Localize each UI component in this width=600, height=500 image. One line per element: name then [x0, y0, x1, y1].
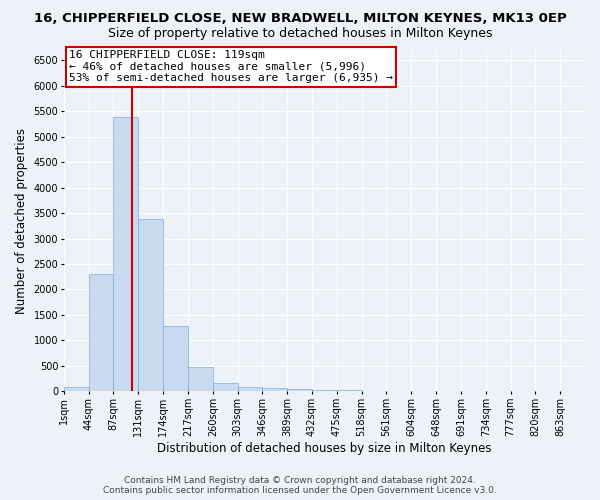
- Text: Contains HM Land Registry data © Crown copyright and database right 2024.
Contai: Contains HM Land Registry data © Crown c…: [103, 476, 497, 495]
- Bar: [287, 389, 312, 392]
- Text: Size of property relative to detached houses in Milton Keynes: Size of property relative to detached ho…: [108, 28, 492, 40]
- Text: 16, CHIPPERFIELD CLOSE, NEW BRADWELL, MILTON KEYNES, MK13 0EP: 16, CHIPPERFIELD CLOSE, NEW BRADWELL, MI…: [34, 12, 566, 26]
- Bar: [163, 326, 188, 392]
- Text: 16 CHIPPERFIELD CLOSE: 119sqm
← 46% of detached houses are smaller (5,996)
53% o: 16 CHIPPERFIELD CLOSE: 119sqm ← 46% of d…: [69, 50, 393, 83]
- Bar: [238, 387, 262, 392]
- Bar: [362, 391, 386, 392]
- Y-axis label: Number of detached properties: Number of detached properties: [15, 128, 28, 314]
- Bar: [337, 390, 362, 392]
- Bar: [312, 390, 337, 392]
- X-axis label: Distribution of detached houses by size in Milton Keynes: Distribution of detached houses by size …: [157, 442, 491, 455]
- Bar: [113, 118, 139, 392]
- Bar: [89, 274, 113, 392]
- Bar: [139, 219, 163, 392]
- Bar: [188, 367, 213, 392]
- Bar: [213, 382, 238, 392]
- Bar: [262, 388, 287, 392]
- Bar: [64, 388, 89, 392]
